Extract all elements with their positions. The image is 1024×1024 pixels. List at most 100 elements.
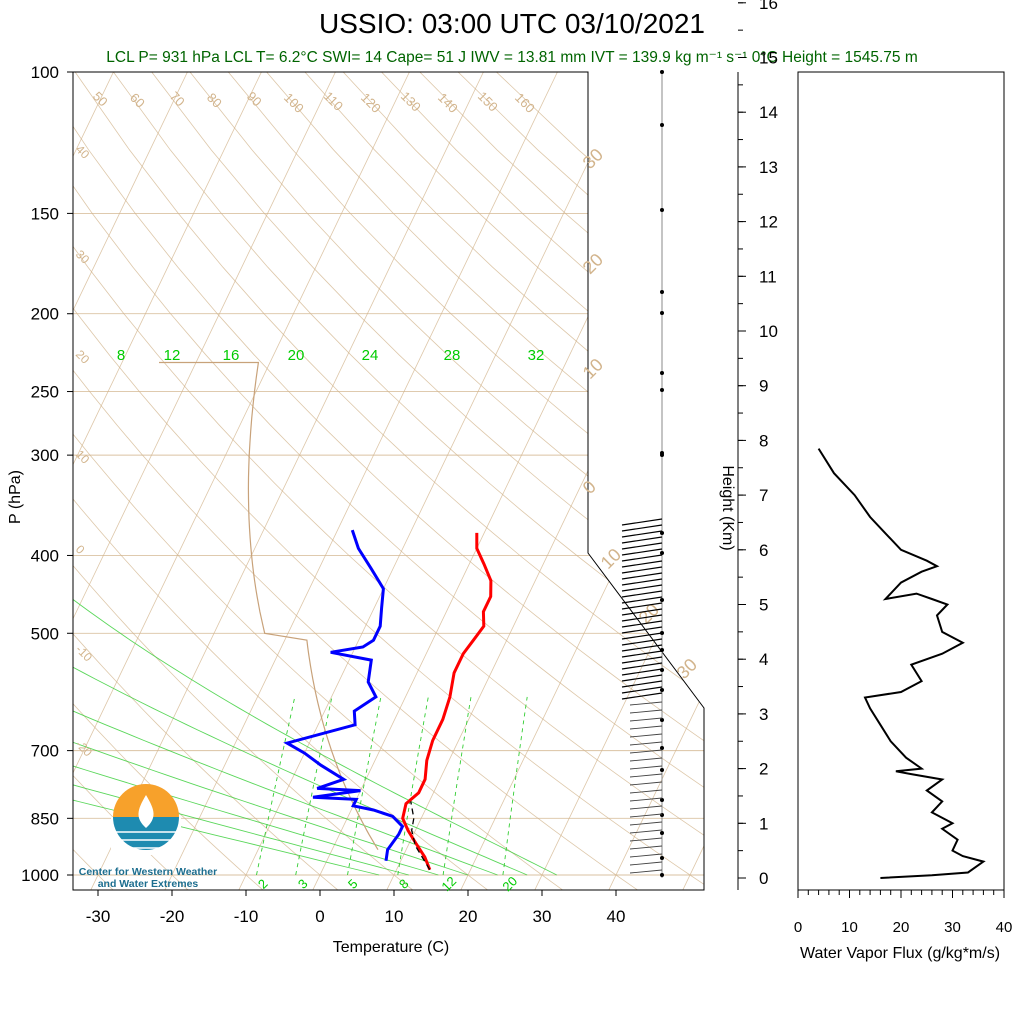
wind-barb — [621, 662, 663, 670]
dry-adiabat — [73, 72, 704, 890]
moist-adiabat — [73, 362, 469, 876]
wind-barb — [629, 717, 663, 722]
height-tick-label: 7 — [759, 486, 768, 505]
wind-level-dot — [660, 813, 664, 817]
wind-level-dot — [660, 531, 664, 535]
flux-tick-label: 30 — [944, 919, 961, 936]
wind-barb — [621, 524, 663, 532]
mixing-ratio-line — [347, 696, 382, 876]
mixing-ratio-label: 12 — [438, 873, 459, 894]
temp-tick-label: 40 — [607, 907, 626, 926]
series-dewpoint-line — [283, 529, 405, 862]
moist-adiabat — [73, 362, 528, 876]
pressure-tick-label: 1000 — [21, 866, 59, 885]
wind-level-dot — [660, 208, 664, 212]
isotherm-label: 50 — [90, 89, 111, 110]
series-parcel-line — [410, 801, 431, 871]
sounding-stats: LCL P= 931 hPa LCL T= 6.2°C SWI= 14 Cape… — [106, 49, 918, 66]
isotherm-line — [73, 72, 262, 890]
wind-barb — [629, 773, 663, 778]
isotherm-left-label: 10 — [73, 447, 93, 467]
moist-adiabat — [73, 362, 409, 876]
height-tick-label: 15 — [759, 49, 778, 68]
wind-barb — [629, 781, 663, 786]
height-tick-label: 6 — [759, 541, 768, 560]
wind-barb — [621, 548, 663, 556]
wind-barb — [621, 686, 663, 694]
pressure-tick-label: 200 — [31, 305, 59, 324]
moist-adiabat-label: 32 — [528, 347, 545, 364]
moist-adiabat — [73, 362, 439, 876]
isotherm-left-label: 20 — [73, 347, 93, 367]
wind-level-dot — [660, 388, 664, 392]
wind-barb — [629, 853, 663, 858]
flux-axis-label: Water Vapor Flux (g/kg*m/s) — [800, 945, 1000, 962]
wind-level-dot — [660, 873, 664, 877]
moist-adiabat-label: 12 — [164, 347, 181, 364]
theta-e-label: 20 — [579, 250, 607, 278]
chart-title: USSIO: 03:00 UTC 03/10/2021 — [319, 8, 705, 39]
isotherm-label: 90 — [244, 89, 265, 110]
wind-barb — [621, 566, 663, 574]
mixing-ratio-label: 3 — [295, 876, 311, 892]
logo-drop — [138, 795, 154, 828]
temp-tick-label: 0 — [315, 907, 324, 926]
flux-tick-label: 10 — [841, 919, 858, 936]
height-tick-label: 10 — [759, 322, 778, 341]
theta-e-label: 10 — [579, 355, 607, 383]
isotherm-label: 160 — [512, 90, 538, 116]
height-tick-label: 16 — [759, 0, 778, 13]
wind-barb — [621, 620, 663, 628]
height-tick-label: 5 — [759, 596, 768, 615]
flux-tick-label: 0 — [794, 919, 802, 936]
temp-tick-label: -30 — [86, 907, 111, 926]
height-tick-label: 3 — [759, 705, 768, 724]
flux-tick-label: 40 — [996, 919, 1013, 936]
dry-adiabat — [73, 72, 491, 890]
wind-barb — [621, 578, 663, 586]
mixing-ratio-line — [502, 696, 528, 876]
wind-barb — [621, 626, 663, 634]
isotherm-label: 110 — [321, 89, 346, 114]
mixing-ratio-line — [256, 696, 296, 876]
wind-level-dot — [660, 311, 664, 315]
wind-barb — [621, 572, 663, 580]
moist-adiabat-label: 20 — [288, 347, 305, 364]
temp-tick-label: 30 — [533, 907, 552, 926]
height-tick-label: 12 — [759, 213, 778, 232]
wind-barb — [629, 757, 663, 762]
wind-barb — [621, 656, 663, 664]
isotherm-line — [607, 72, 704, 890]
dry-adiabat — [73, 72, 704, 890]
wind-level-dot — [660, 746, 664, 750]
wind-level-dot — [660, 598, 664, 602]
isotherm-label: 60 — [127, 90, 148, 111]
wind-barb — [629, 869, 663, 874]
temp-tick-label: 10 — [385, 907, 404, 926]
wind-barb — [621, 560, 663, 568]
series-water-vapor-flux-line — [817, 448, 986, 879]
parcel-path — [159, 361, 379, 851]
isotherm-line — [311, 72, 704, 890]
wind-barb — [629, 805, 663, 810]
wind-barb — [621, 608, 663, 616]
wind-level-dot — [660, 70, 664, 74]
wind-level-dot — [660, 290, 664, 294]
wind-barb — [621, 596, 663, 604]
dry-adiabat — [227, 72, 704, 890]
wind-barb — [621, 680, 663, 688]
mixing-ratio-label: 5 — [345, 876, 361, 892]
isotherm-left-label: -20 — [73, 737, 95, 759]
height-tick-label: 1 — [759, 814, 768, 833]
series-temperature-line — [401, 532, 493, 871]
height-tick-label: 2 — [759, 760, 768, 779]
wind-level-dot — [660, 551, 664, 555]
wind-barb — [621, 530, 663, 538]
isotherm-line — [73, 72, 188, 890]
logo-line-2: and Water Extremes — [97, 878, 199, 890]
temp-tick-label: -10 — [234, 907, 259, 926]
temp-tick-label: 20 — [459, 907, 478, 926]
wind-barb — [629, 821, 663, 826]
height-tick-label: 13 — [759, 158, 778, 177]
logo-text: Center for Western Weather and Water Ext… — [58, 866, 238, 890]
